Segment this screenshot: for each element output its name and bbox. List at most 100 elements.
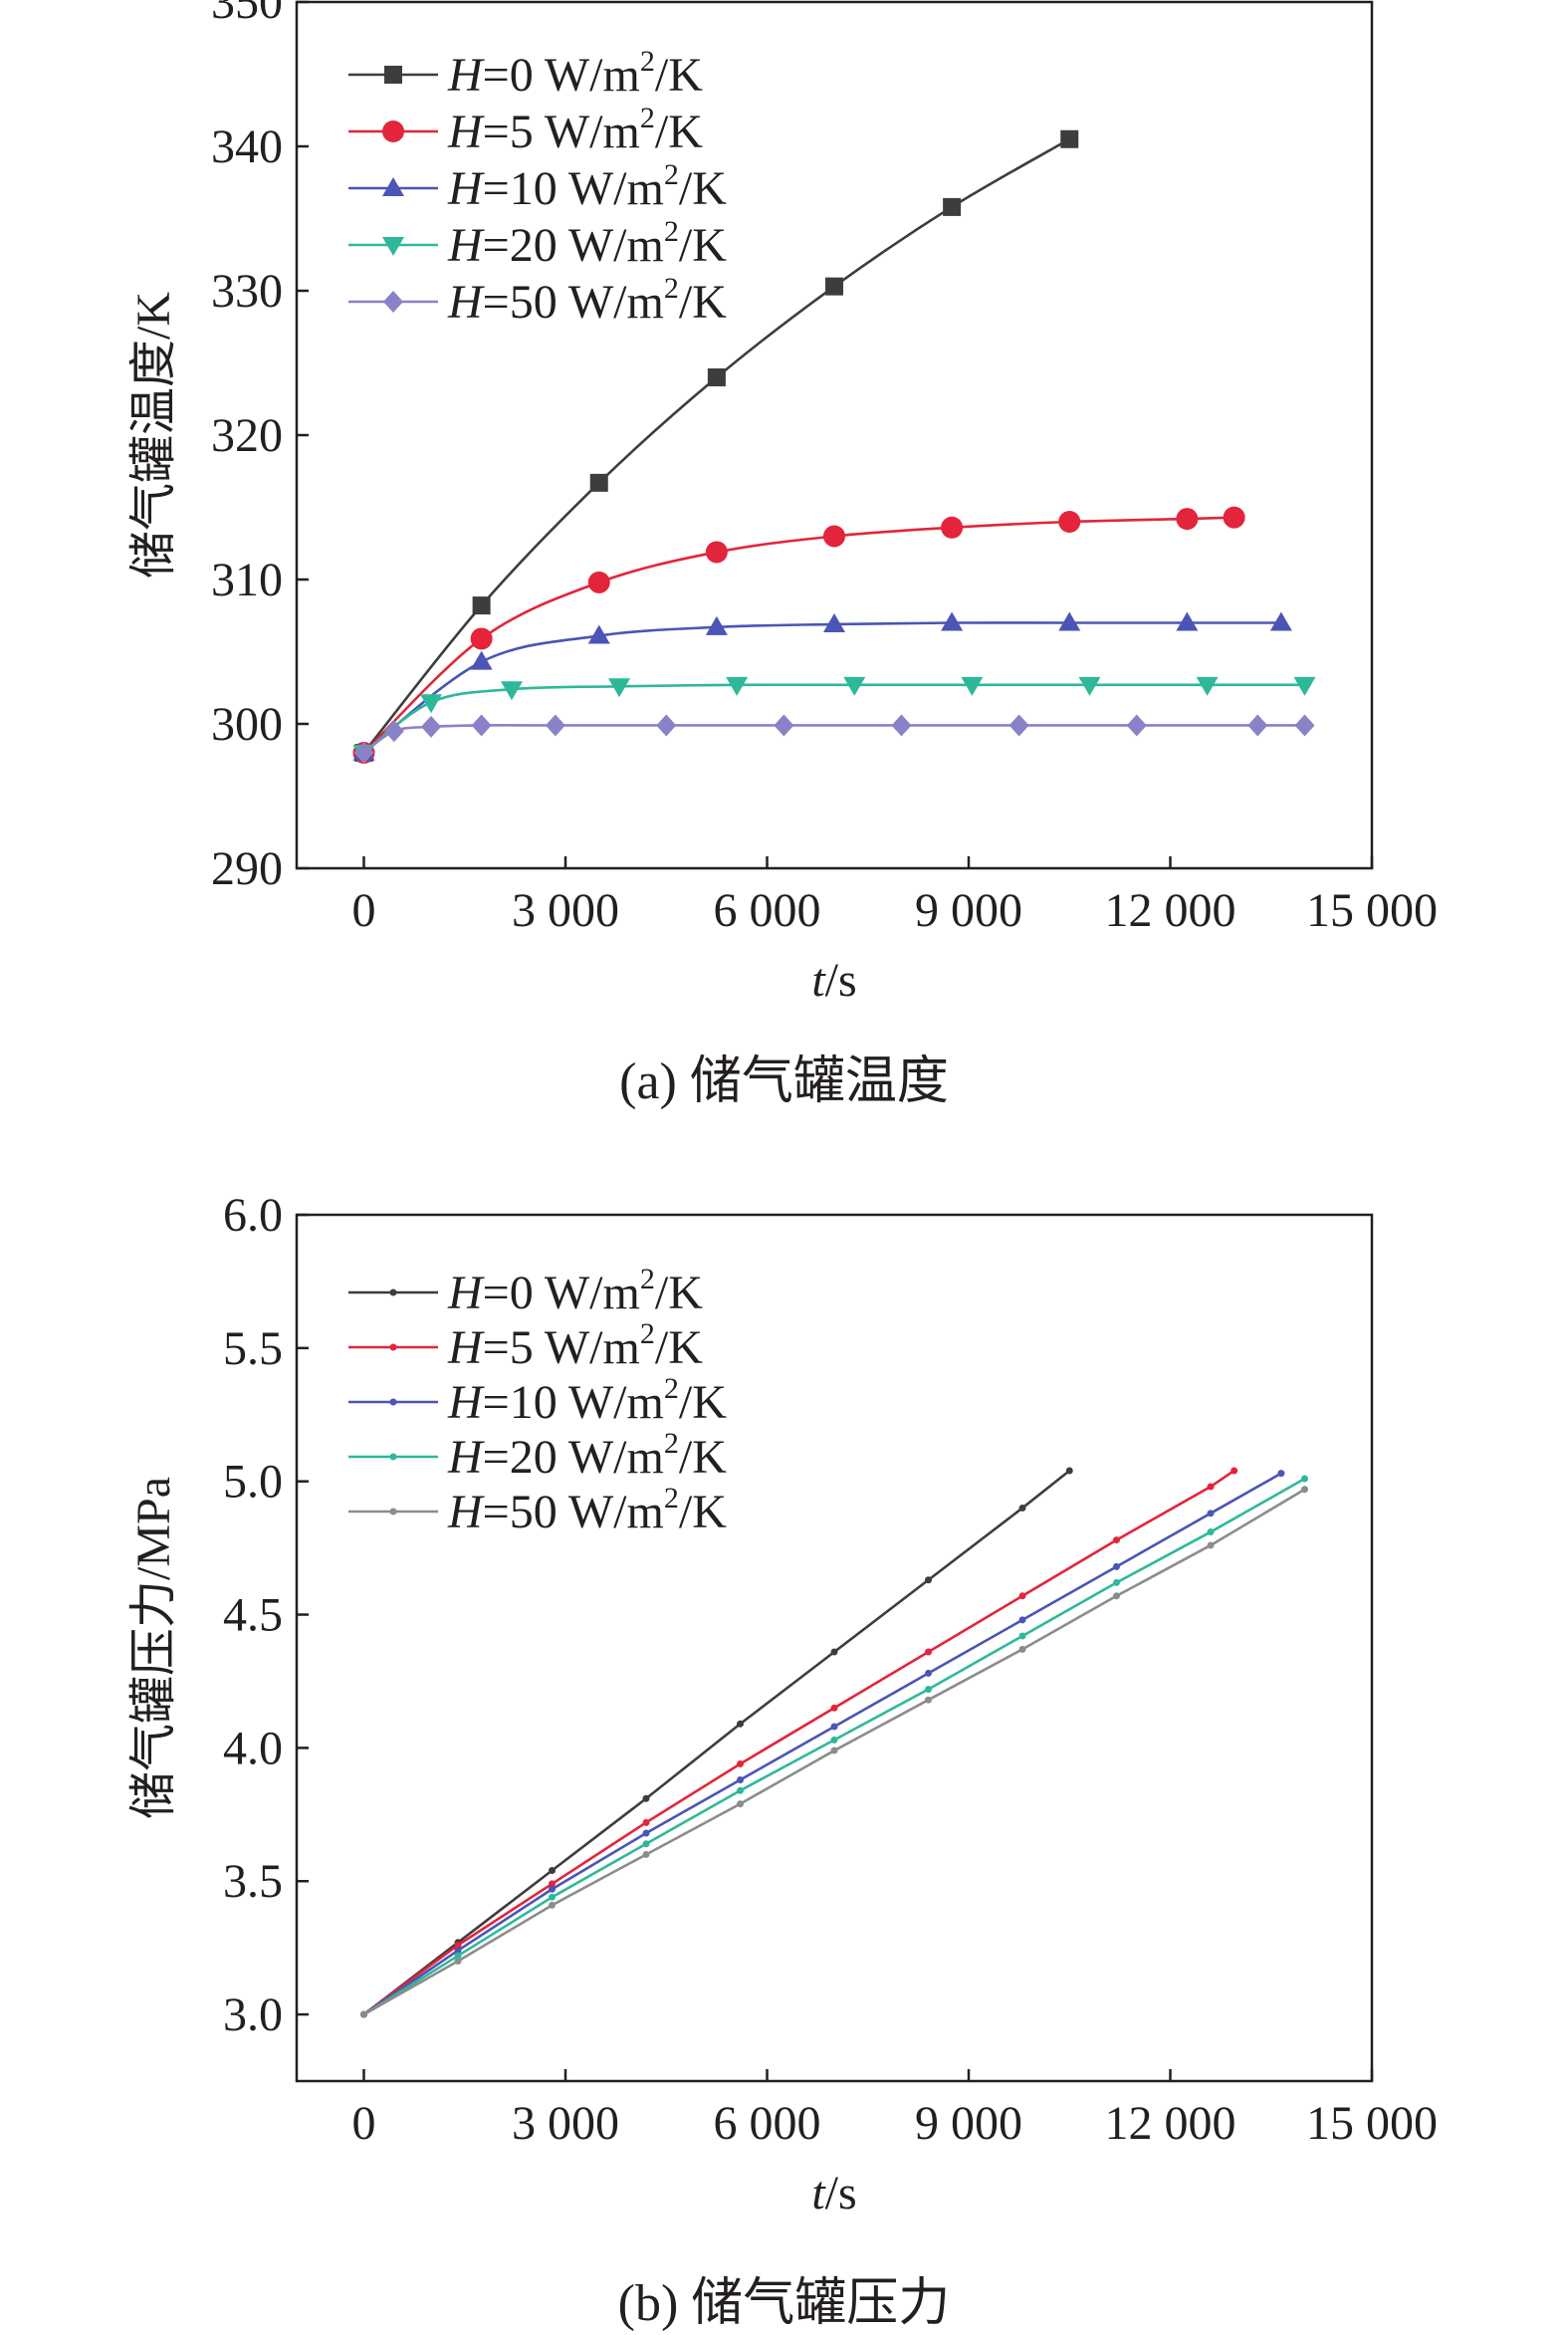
data-point (642, 1840, 650, 1848)
data-point (608, 678, 630, 698)
data-point (925, 1696, 932, 1704)
legend-item: H=0 W/m2/K (348, 1263, 703, 1319)
x-tick-label: 12 000 (1105, 884, 1236, 937)
y-axis-title: 储气罐温度/K (127, 292, 180, 579)
legend-item: H=5 W/m2/K (348, 102, 703, 158)
data-point (961, 676, 984, 696)
data-point (353, 742, 374, 764)
legend-label: H=20 W/m2/K (447, 1427, 727, 1484)
data-point (737, 1786, 744, 1794)
data-point (1223, 506, 1245, 529)
data-point (1113, 1562, 1120, 1570)
series-0 (360, 1467, 1073, 2018)
data-point (1058, 611, 1081, 631)
y-tick-label: 350 (211, 0, 283, 29)
data-point (830, 1723, 838, 1731)
plot-frame (295, 1213, 1374, 2083)
data-point (421, 715, 441, 738)
legend-label: H=0 W/m2/K (447, 45, 703, 102)
legend-label: H=5 W/m2/K (447, 1317, 703, 1374)
y-tick-label: 320 (211, 409, 283, 462)
legend: H=0 W/m2/KH=5 W/m2/KH=10 W/m2/KH=20 W/m2… (348, 1263, 727, 1538)
data-point (941, 611, 964, 631)
caption-b: (b) 储气罐压力 (617, 2275, 951, 2332)
y-tick-label: 340 (211, 120, 283, 173)
legend: H=0 W/m2/KH=5 W/m2/KH=10 W/m2/KH=20 W/m2… (348, 45, 727, 329)
data-point (705, 615, 728, 635)
data-point (1018, 1504, 1026, 1512)
legend-item: H=5 W/m2/K (348, 1317, 703, 1374)
series-4 (360, 1486, 1308, 2018)
legend-item: H=50 W/m2/K (348, 272, 727, 329)
series-2 (360, 1470, 1285, 2018)
data-point (1247, 714, 1268, 737)
y-tick-label: 3.5 (223, 1855, 283, 1908)
legend-item: H=0 W/m2/K (348, 45, 703, 102)
legend-swatch-marker (382, 177, 404, 196)
y-tick-label: 310 (211, 554, 283, 606)
data-point (1176, 611, 1199, 631)
legend-label: H=10 W/m2/K (447, 1372, 727, 1429)
data-point (642, 1850, 650, 1858)
data-point (454, 1952, 462, 1960)
data-point (1078, 676, 1101, 696)
data-point (549, 1893, 556, 1901)
data-point (1113, 1536, 1120, 1544)
figure-a-temperature: 290 300 310 320 330 340 350 0 3 000 6 000 9 000 12 … (0, 0, 1568, 1115)
data-point (454, 1947, 462, 1955)
data-point (925, 1669, 932, 1677)
caption-a: (a) 储气罐温度 (619, 1053, 949, 1110)
data-point (925, 1685, 932, 1693)
data-point (420, 694, 442, 714)
data-point (1008, 714, 1029, 737)
data-point (1126, 714, 1147, 737)
data-point (941, 516, 964, 539)
data-point (825, 277, 843, 296)
legend-label: H=50 W/m2/K (447, 272, 727, 329)
legend-swatch-marker (383, 291, 403, 313)
data-point (1231, 1467, 1238, 1475)
legend-swatch-marker (389, 1288, 397, 1296)
data-point (737, 1800, 744, 1808)
legend-label: H=50 W/m2/K (447, 1482, 727, 1538)
series-line (362, 516, 1234, 754)
data-point (1113, 1592, 1120, 1600)
data-point (472, 596, 491, 615)
x-tick-label: 6 000 (714, 884, 821, 937)
data-point (1196, 676, 1219, 696)
data-point (1207, 1510, 1215, 1518)
series-3 (360, 1475, 1308, 2018)
data-point (454, 1958, 462, 1966)
data-point (587, 624, 610, 644)
data-point (737, 1776, 744, 1784)
y-tick-label: 290 (211, 842, 283, 895)
data-point (705, 541, 728, 564)
data-point (1207, 1528, 1215, 1536)
y-tick-label: 5.5 (223, 1322, 283, 1375)
data-point (454, 1941, 462, 1949)
x-tick-label: 9 000 (915, 2097, 1022, 2150)
x-tick-label: 0 (352, 2097, 376, 2150)
series-2 (352, 611, 1292, 761)
data-point (1277, 1470, 1285, 1478)
x-tick-label: 15 000 (1306, 2097, 1438, 2150)
series-line (362, 683, 1305, 755)
data-point (707, 368, 726, 386)
data-point (470, 627, 493, 650)
x-axis-title: t/s (811, 954, 856, 1007)
data-point (549, 1885, 556, 1893)
series-line (362, 1472, 1282, 2016)
legend-swatch-marker (389, 1343, 397, 1351)
data-point (642, 1829, 650, 1837)
data-point (642, 1818, 650, 1826)
data-point (549, 1867, 556, 1875)
x-tick-label: 12 000 (1105, 2097, 1236, 2150)
x-tick-label: 15 000 (1306, 884, 1438, 937)
data-point (726, 676, 749, 696)
legend-swatch-marker (389, 1453, 397, 1461)
data-point (545, 714, 565, 737)
data-point (1207, 1541, 1215, 1549)
data-point (1207, 1483, 1215, 1491)
y-tick-label: 4.0 (223, 1722, 283, 1774)
data-point (549, 1880, 556, 1888)
